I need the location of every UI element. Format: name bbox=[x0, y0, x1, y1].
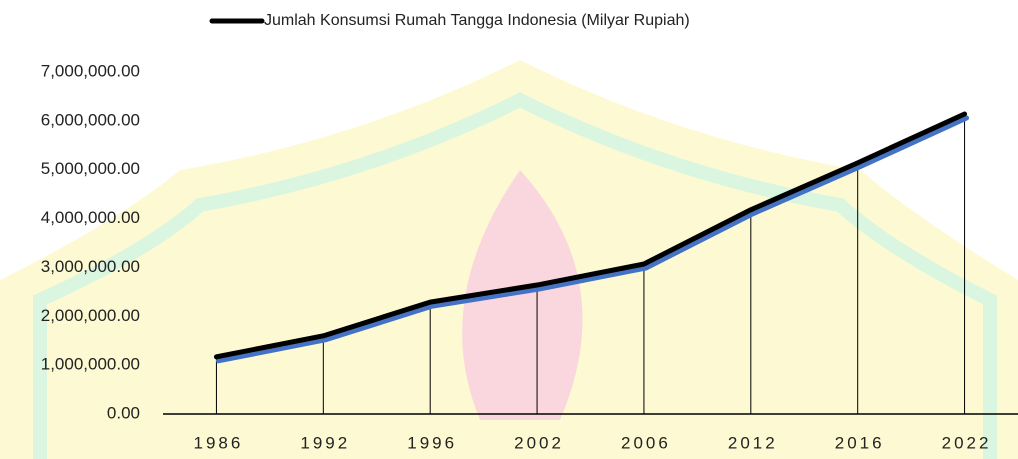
x-tick-label: 2012 bbox=[728, 433, 778, 452]
x-tick-label: 1986 bbox=[194, 433, 244, 452]
y-tick-label: 5,000,000.00 bbox=[41, 159, 140, 178]
watermark bbox=[0, 60, 1018, 459]
y-tick-label: 7,000,000.00 bbox=[41, 61, 140, 80]
chart: 0.00 1,000,000.00 2,000,000.00 3,000,000.00… bbox=[0, 0, 1018, 459]
y-tick-label: 3,000,000.00 bbox=[41, 257, 140, 276]
y-tick-label: 0.00 bbox=[107, 403, 140, 422]
x-tick-label: 1996 bbox=[407, 433, 457, 452]
y-tick-label: 4,000,000.00 bbox=[41, 208, 140, 227]
y-tick-label: 1,000,000.00 bbox=[41, 355, 140, 374]
x-tick-label: 2022 bbox=[942, 433, 992, 452]
x-tick-label: 2016 bbox=[835, 433, 885, 452]
legend-label: Jumlah Konsumsi Rumah Tangga Indonesia (… bbox=[264, 12, 690, 29]
y-tick-label: 2,000,000.00 bbox=[41, 306, 140, 325]
x-tick-label: 1992 bbox=[300, 433, 350, 452]
x-tick-label: 2002 bbox=[514, 433, 564, 452]
y-tick-label: 6,000,000.00 bbox=[41, 110, 140, 129]
x-tick-label: 2006 bbox=[621, 433, 671, 452]
